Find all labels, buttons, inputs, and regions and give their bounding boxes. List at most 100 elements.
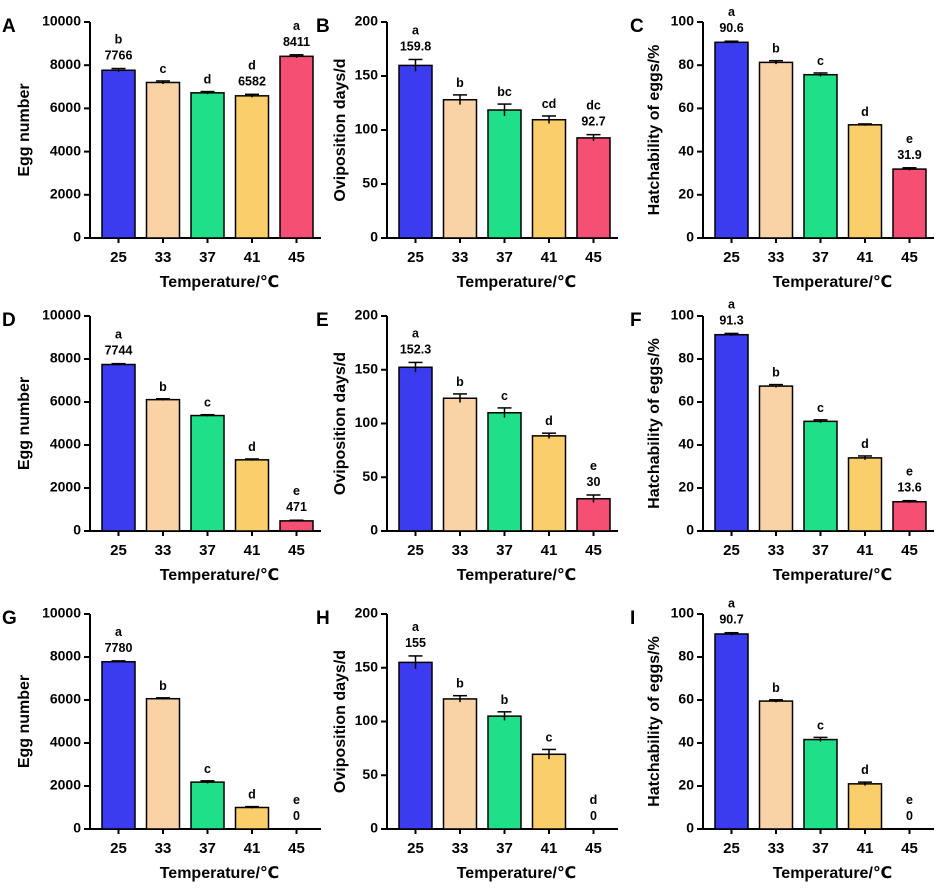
y-tick-label: 4000 [50,142,81,158]
x-tick-label: 45 [585,542,602,559]
data-label: 152.3 [400,342,431,356]
x-tick-label: 45 [585,249,602,266]
significance-letter: c [546,730,553,744]
panel-h: H Oviposition days/d 0 50 100 150 200 155 a 25 b 33… [316,605,618,882]
y-tick-label: 0 [370,229,378,245]
x-tick-label: 37 [812,542,829,559]
significance-letter: a [728,297,736,311]
y-tick-label: 150 [355,360,379,376]
bar-41 [531,435,567,532]
y-axis-label: Hatchability of eggs/% [646,45,663,216]
y-tick-label: 8000 [50,350,81,366]
x-tick-label: 33 [155,249,172,266]
x-tick-label: 41 [541,542,558,559]
significance-letter: b [456,375,464,389]
bar-25 [398,64,433,239]
significance-letter: a [115,625,123,639]
bar-33 [758,61,794,239]
panel-letter: C [630,16,644,37]
significance-letter: c [817,54,824,68]
y-tick-label: 0 [686,229,694,245]
x-tick-label: 25 [407,840,424,857]
bar-33 [145,398,181,532]
y-axis-label: Oviposition days/d [332,58,349,201]
bar-37 [803,738,838,830]
significance-letter: d [204,73,212,87]
panel-letter: B [316,16,330,37]
y-tick-label: 60 [678,691,694,707]
y-tick-label: 60 [678,393,694,409]
y-tick-label: 10000 [42,307,81,323]
x-tick-label: 33 [452,249,469,266]
x-axis-label: Temperature/℃ [457,865,577,882]
y-tick-label: 200 [355,13,379,29]
x-tick-label: 37 [199,249,216,266]
x-tick-label: 41 [857,840,874,857]
y-tick-label: 0 [73,522,81,538]
y-tick-label: 50 [362,175,378,191]
significance-letter: a [728,597,736,611]
y-tick-label: 10000 [42,605,81,621]
x-axis-label: Temperature/℃ [160,274,280,291]
x-tick-label: 33 [155,542,172,559]
y-tick-label: 100 [671,13,695,29]
x-axis-label: Temperature/℃ [160,567,280,584]
x-tick-label: 33 [452,840,469,857]
y-tick-label: 6000 [50,691,81,707]
y-tick-label: 0 [73,820,81,836]
panel-letter: G [2,608,17,629]
significance-letter: d [861,763,869,777]
y-tick-label: 200 [355,307,379,323]
x-tick-label: 45 [585,840,602,857]
data-label: 7780 [105,641,133,655]
significance-letter: a [115,328,123,342]
significance-letter: e [590,459,597,473]
x-tick-label: 33 [768,542,785,559]
data-label: 159.8 [400,39,431,53]
y-tick-label: 100 [355,414,379,430]
y-axis-label: Oviposition days/d [332,650,349,793]
y-tick-label: 8000 [50,648,81,664]
significance-letter: b [159,679,167,693]
y-tick-label: 10000 [42,13,81,29]
y-axis-label: Hatchability of eggs/% [646,338,663,509]
y-tick-label: 4000 [50,734,81,750]
significance-letter: dc [586,99,601,113]
x-tick-label: 37 [199,542,216,559]
x-tick-label: 45 [288,249,305,266]
significance-letter: d [248,58,256,72]
significance-letter: b [772,42,780,56]
data-label: 0 [906,809,913,823]
significance-letter: b [456,677,464,691]
significance-letter: d [248,440,256,454]
bar-33 [145,697,181,830]
bar-25 [714,333,749,532]
significance-letter: c [501,389,508,403]
x-tick-label: 25 [110,840,127,857]
x-tick-label: 37 [496,840,513,857]
data-label: 31.9 [897,148,921,162]
x-tick-label: 25 [110,542,127,559]
data-label: 471 [286,500,307,514]
y-tick-label: 20 [678,777,694,793]
x-tick-label: 41 [857,542,874,559]
bar-33 [145,81,181,239]
data-label: 30 [587,475,601,489]
bar-33 [442,698,478,830]
y-tick-label: 100 [355,121,379,137]
bar-45 [892,501,927,532]
significance-letter: e [906,793,913,807]
x-tick-label: 45 [901,840,918,857]
data-label: 155 [405,636,426,650]
x-tick-label: 41 [541,840,558,857]
x-tick-label: 41 [857,249,874,266]
y-tick-label: 2000 [50,186,81,202]
y-tick-label: 6000 [50,99,81,115]
significance-letter: b [501,693,509,707]
x-tick-label: 45 [288,542,305,559]
bar-41 [531,118,567,239]
data-label: 90.6 [719,21,743,35]
x-tick-label: 45 [901,249,918,266]
significance-letter: c [817,401,824,415]
